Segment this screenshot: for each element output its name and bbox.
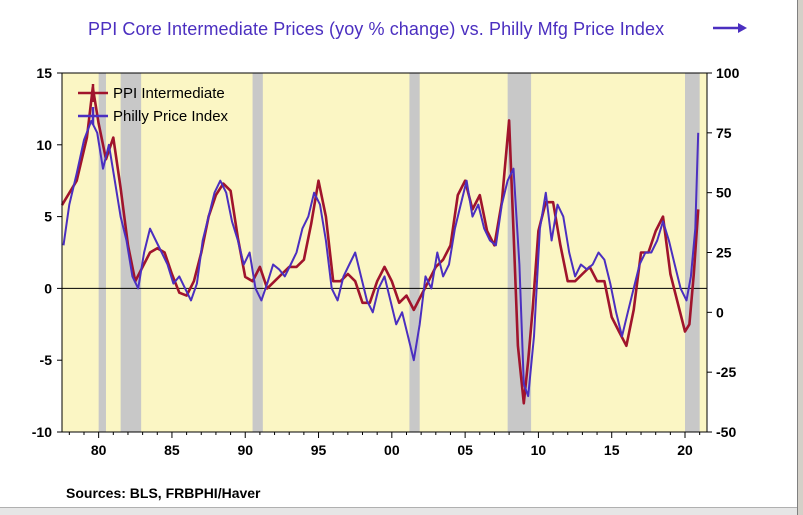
chart-plot: 80 85 90 95 00 05 10 15 20151050-5-101007550250-… [32,65,740,458]
x-tick-label: 00 [384,442,400,458]
x-tick-label: 05 [457,442,473,458]
x-tick-label: 10 [531,442,547,458]
y-right-tick-label: 0 [716,304,724,320]
x-tick-label: 15 [604,442,620,458]
right-arrow-icon [713,23,747,33]
y-right-tick-label: 25 [716,245,732,261]
y-right-tick-label: 75 [716,125,732,141]
series-line-ppi-intermediate [60,86,700,405]
legend-label: Philly Price Index [113,108,229,125]
x-tick-label: 80 [91,442,107,458]
x-tick-label: 95 [311,442,327,458]
y-right-tick-label: -50 [716,424,736,440]
y-right-tick-label: -25 [716,364,736,380]
y-left-tick-label: 15 [36,65,52,81]
x-tick-label: 85 [164,442,180,458]
y-left-tick-label: 10 [36,137,52,153]
window-bottom-edge [0,507,797,515]
y-left-tick-label: 0 [44,280,52,296]
y-left-tick-label: -5 [40,352,53,368]
recession-band [252,73,263,432]
legend-label: PPI Intermediate [113,85,225,102]
chart-title: PPI Core Intermediate Prices (yoy % chan… [88,19,665,39]
x-tick-label: 20 [677,442,693,458]
y-right-tick-label: 100 [716,65,740,81]
y-right-tick-label: 50 [716,185,732,201]
source-note: Sources: BLS, FRBPHI/Haver [66,485,261,501]
window-scroll-edge[interactable] [797,0,803,515]
y-left-tick-label: 5 [44,209,52,225]
plot-background [62,73,707,432]
y-left-tick-label: -10 [32,424,52,440]
recession-band [120,73,142,432]
recession-band [98,73,106,432]
x-tick-label: 90 [237,442,253,458]
recession-band [409,73,420,432]
series-line-philly-price-index [62,119,700,398]
